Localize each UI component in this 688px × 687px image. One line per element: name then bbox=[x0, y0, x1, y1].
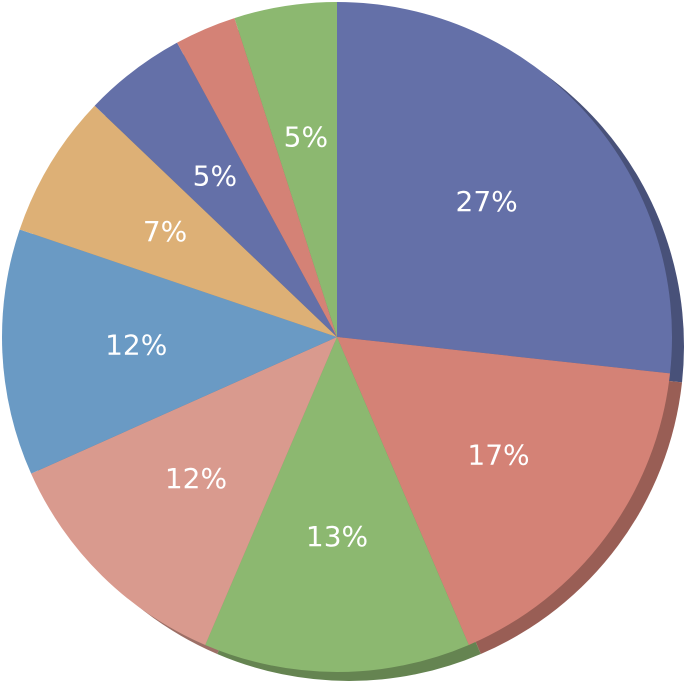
data-label: 12% bbox=[105, 328, 167, 361]
slice bbox=[337, 337, 671, 645]
data-label: 12% bbox=[165, 462, 227, 495]
slice bbox=[1, 229, 337, 474]
slice bbox=[177, 18, 337, 337]
data-label: 5% bbox=[193, 159, 237, 192]
slice bbox=[19, 105, 338, 337]
data-label: 7% bbox=[143, 215, 187, 248]
slice bbox=[94, 42, 337, 338]
slice bbox=[31, 337, 338, 645]
data-label: 5% bbox=[284, 120, 328, 153]
data-label: 27% bbox=[456, 185, 518, 218]
data-label: 13% bbox=[306, 520, 368, 553]
data-label: 17% bbox=[467, 439, 529, 472]
slice bbox=[337, 2, 673, 374]
slice bbox=[234, 2, 337, 337]
slice bbox=[205, 337, 469, 672]
